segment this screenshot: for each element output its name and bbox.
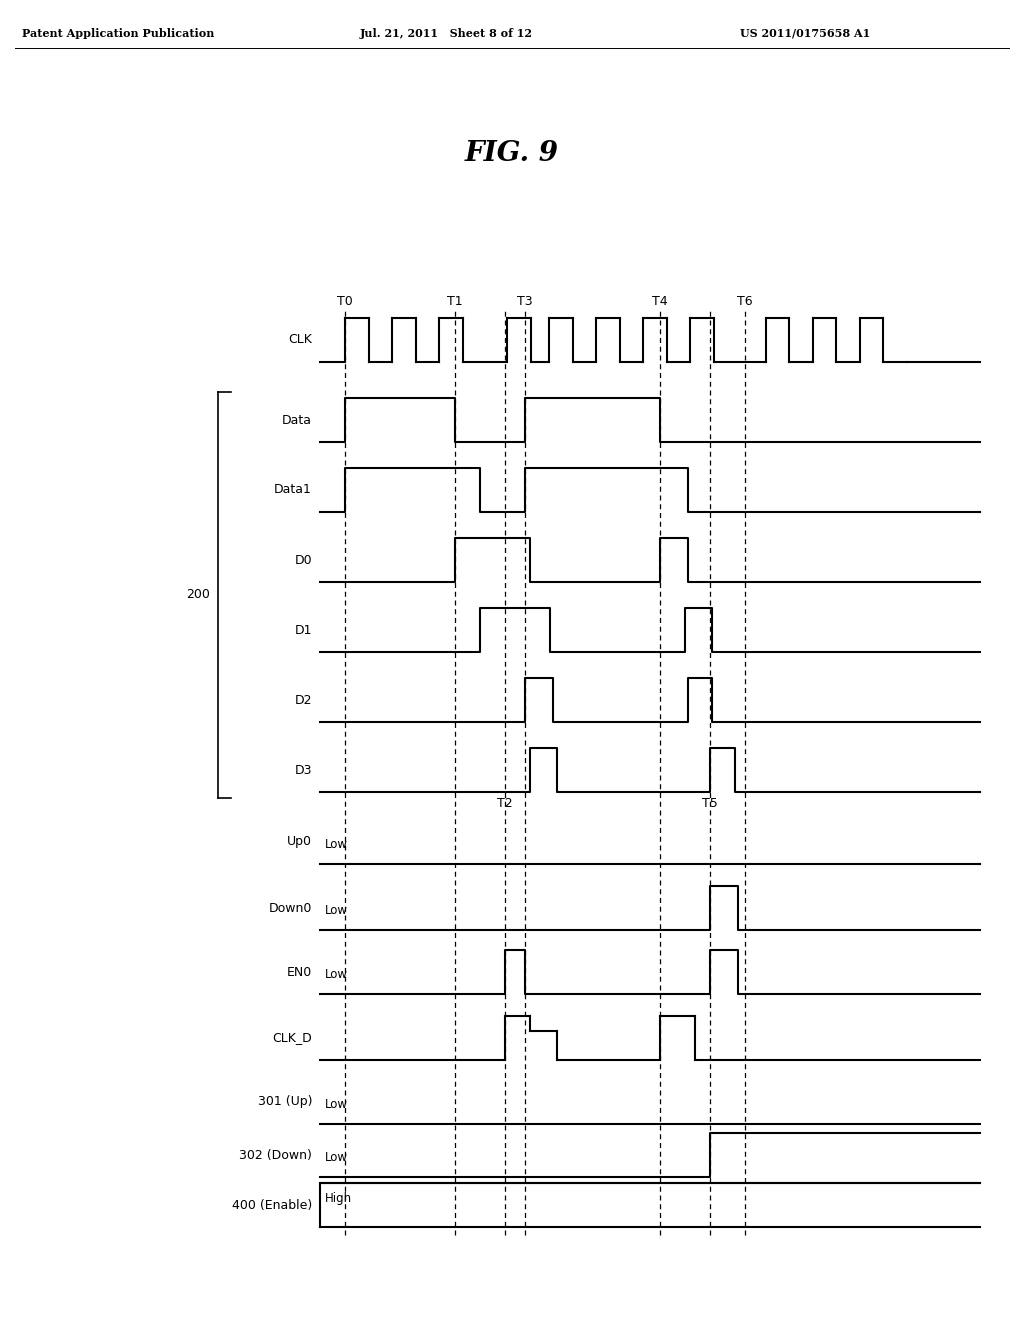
Text: CLK_D: CLK_D <box>272 1031 312 1044</box>
Text: 302 (Down): 302 (Down) <box>240 1148 312 1162</box>
Text: 200: 200 <box>186 589 210 602</box>
Text: 301 (Up): 301 (Up) <box>257 1096 312 1109</box>
Text: FIG. 9: FIG. 9 <box>465 140 559 168</box>
Text: D0: D0 <box>294 553 312 566</box>
Text: EN0: EN0 <box>287 965 312 978</box>
Text: T3: T3 <box>517 294 532 308</box>
Text: Up0: Up0 <box>287 836 312 849</box>
Text: T0: T0 <box>337 294 353 308</box>
Text: US 2011/0175658 A1: US 2011/0175658 A1 <box>740 28 870 40</box>
Text: T6: T6 <box>737 294 753 308</box>
Text: CLK: CLK <box>288 334 312 346</box>
Text: Patent Application Publication: Patent Application Publication <box>22 28 214 40</box>
Text: Low: Low <box>325 1098 348 1110</box>
Text: T1: T1 <box>447 294 463 308</box>
Text: T2: T2 <box>498 797 513 810</box>
Text: T4: T4 <box>652 294 668 308</box>
Text: 400 (Enable): 400 (Enable) <box>231 1199 312 1212</box>
Text: Low: Low <box>325 904 348 916</box>
Text: D2: D2 <box>295 693 312 706</box>
Text: High: High <box>325 1192 352 1205</box>
Text: Low: Low <box>325 968 348 981</box>
Text: Low: Low <box>325 838 348 850</box>
Text: D1: D1 <box>295 623 312 636</box>
Text: Down0: Down0 <box>268 902 312 915</box>
Text: Data: Data <box>282 413 312 426</box>
Text: D3: D3 <box>295 763 312 776</box>
Text: Low: Low <box>325 1151 348 1164</box>
Text: T5: T5 <box>702 797 718 810</box>
Text: Data1: Data1 <box>274 483 312 496</box>
Text: Jul. 21, 2011   Sheet 8 of 12: Jul. 21, 2011 Sheet 8 of 12 <box>360 28 534 40</box>
